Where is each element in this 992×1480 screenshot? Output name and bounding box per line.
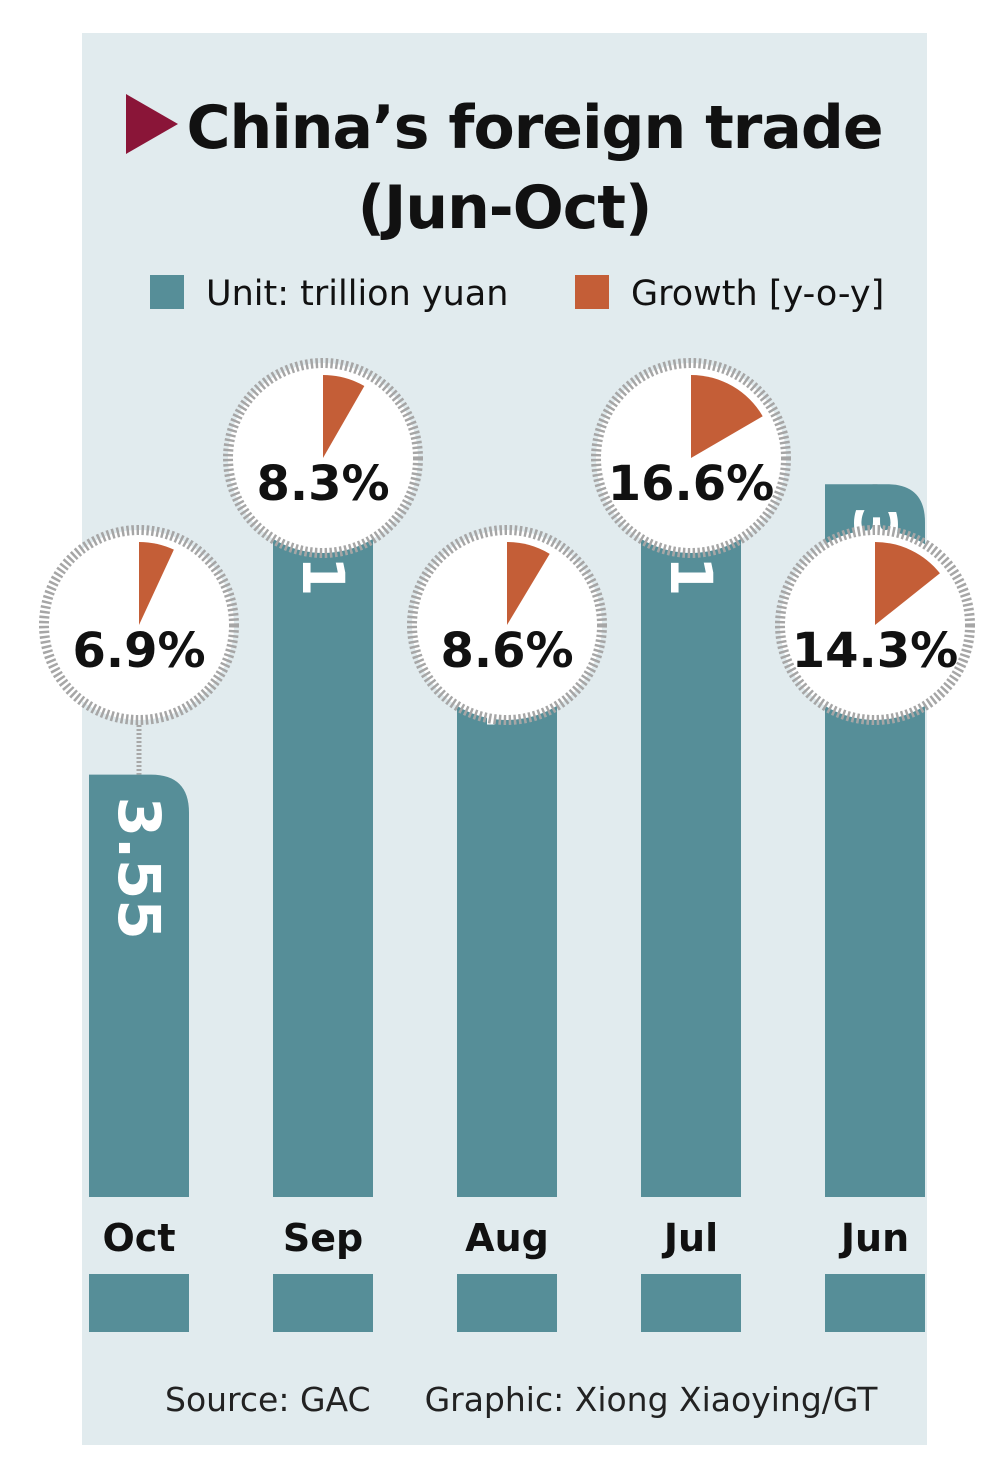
footer: Source: GAC Graphic: Xiong Xiaoying/GT: [165, 1380, 877, 1419]
bar-stub-sep: [273, 1274, 373, 1332]
bar-jul: [641, 431, 741, 1197]
growth-label-aug: 8.6%: [440, 623, 573, 679]
chart-title: China’s foreign trade (Jun-Oct): [82, 88, 927, 248]
growth-label-oct: 6.9%: [72, 623, 205, 679]
category-label-jul: Jul: [661, 1216, 718, 1260]
title-line-2: (Jun-Oct): [357, 173, 653, 243]
legend-swatch-growth: [575, 275, 609, 309]
growth-wedge-jun: [875, 542, 940, 625]
growth-wedge-jul: [691, 375, 763, 458]
bar-oct: [89, 774, 189, 1197]
legend: Unit: trillion yuan Growth [y-o-y]: [150, 274, 910, 324]
growth-wedge-sep: [323, 375, 365, 458]
bar-sep: [273, 431, 373, 1197]
bar-stub-aug: [457, 1274, 557, 1332]
legend-item-unit: Unit: trillion yuan: [150, 274, 508, 314]
growth-wedge-aug: [507, 542, 550, 625]
bar-stub-jul: [641, 1274, 741, 1332]
growth-label-jun: 14.3%: [792, 623, 959, 679]
graphic-credit: Graphic: Xiong Xiaoying/GT: [424, 1380, 878, 1419]
category-label-jun: Jun: [838, 1216, 909, 1260]
bar-stub-oct: [89, 1274, 189, 1332]
category-label-oct: Oct: [103, 1216, 176, 1260]
category-label-aug: Aug: [465, 1216, 549, 1260]
bar-stub-jun: [825, 1274, 925, 1332]
legend-item-growth: Growth [y-o-y]: [575, 274, 884, 314]
category-label-sep: Sep: [283, 1216, 363, 1260]
legend-swatch-bar: [150, 275, 184, 309]
bar-aug: [457, 563, 557, 1197]
growth-label-jul: 16.6%: [608, 456, 775, 512]
bar-value-oct: 3.55: [105, 797, 173, 940]
legend-label-unit: Unit: trillion yuan: [206, 274, 509, 314]
growth-label-sep: 8.3%: [256, 456, 389, 512]
growth-wedge-oct: [139, 542, 174, 625]
legend-label-growth: Growth [y-o-y]: [631, 274, 885, 314]
source-note: Source: GAC: [165, 1380, 371, 1419]
title-line-1: China’s foreign trade: [186, 93, 883, 163]
title-marker-icon: [126, 94, 179, 154]
